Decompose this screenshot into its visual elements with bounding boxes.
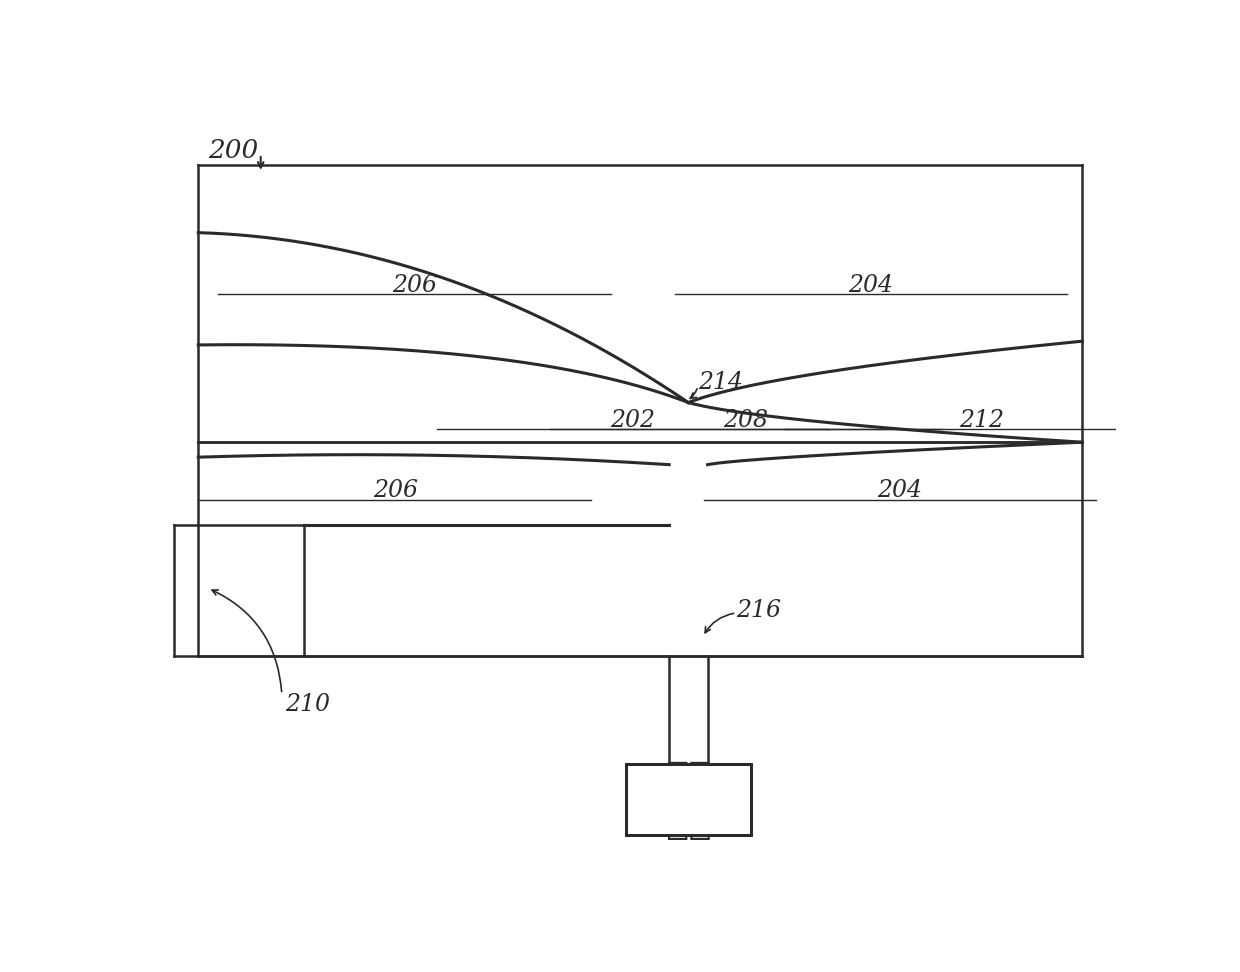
Text: 204: 204 <box>877 479 923 503</box>
Text: 供给
材料: 供给 材料 <box>665 758 712 841</box>
Text: 204: 204 <box>848 273 894 296</box>
Text: 210: 210 <box>285 693 330 715</box>
Text: 206: 206 <box>373 479 418 503</box>
Bar <box>626 764 750 835</box>
Text: 212: 212 <box>959 409 1004 432</box>
Text: 216: 216 <box>737 599 781 622</box>
Text: 202: 202 <box>610 409 655 432</box>
Text: 208: 208 <box>723 409 769 432</box>
Text: 214: 214 <box>698 371 743 394</box>
Text: 200: 200 <box>208 138 258 163</box>
Text: 206: 206 <box>392 273 436 296</box>
